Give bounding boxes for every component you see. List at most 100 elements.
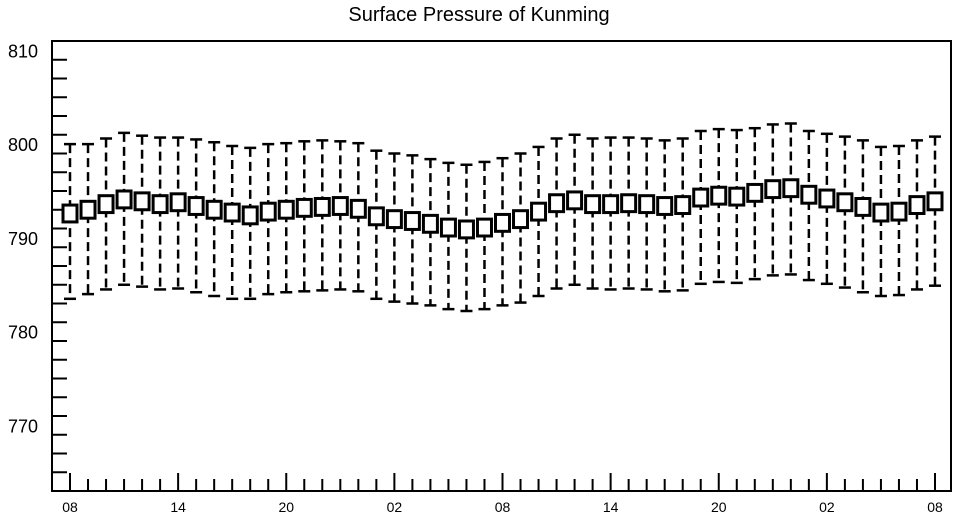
x-tick-label: 08 xyxy=(495,499,511,515)
box-item xyxy=(133,134,151,288)
box xyxy=(421,213,439,234)
box xyxy=(295,197,313,218)
box-item xyxy=(205,141,223,298)
box-item xyxy=(79,142,97,296)
box-item xyxy=(187,138,205,294)
box xyxy=(403,211,421,231)
box-item xyxy=(295,140,313,293)
box xyxy=(457,219,475,240)
box-item xyxy=(620,136,638,290)
box xyxy=(548,193,566,214)
box-item xyxy=(872,145,890,298)
box xyxy=(764,179,782,200)
x-tick-label: 02 xyxy=(819,499,835,515)
box-item xyxy=(692,129,710,286)
box xyxy=(187,196,205,216)
box-item xyxy=(512,152,530,304)
box xyxy=(710,185,728,206)
box-item xyxy=(854,139,872,294)
x-tick-label: 14 xyxy=(603,499,619,515)
box xyxy=(530,201,548,222)
box-item xyxy=(782,122,800,276)
y-tick-label: 810 xyxy=(8,41,38,61)
x-tick-label: 08 xyxy=(927,499,943,515)
box-item xyxy=(638,137,656,291)
box xyxy=(872,202,890,223)
box-item xyxy=(602,136,620,291)
box xyxy=(313,197,331,217)
box xyxy=(133,191,151,212)
box-item xyxy=(313,139,331,292)
x-tick-label: 14 xyxy=(170,499,186,515)
box-item xyxy=(530,145,548,298)
box-item xyxy=(403,154,421,305)
box xyxy=(61,203,79,224)
box-item xyxy=(151,136,169,291)
y-tick-label: 790 xyxy=(8,229,38,249)
box-item xyxy=(439,161,457,311)
box-item xyxy=(457,163,475,313)
box xyxy=(746,182,764,203)
box xyxy=(367,206,385,227)
x-tick-label: 08 xyxy=(62,499,78,515)
box-item xyxy=(259,142,277,296)
box-item xyxy=(475,160,493,311)
box xyxy=(584,194,602,215)
y-axis: 770 780 790 800 810 xyxy=(8,40,67,492)
y-tick-label: 800 xyxy=(8,135,38,155)
box xyxy=(602,194,620,215)
box xyxy=(854,197,872,217)
box xyxy=(151,194,169,215)
box-item xyxy=(349,141,367,293)
box-item xyxy=(836,135,854,289)
box xyxy=(728,186,746,207)
chart-title: Surface Pressure of Kunming xyxy=(348,4,610,26)
box xyxy=(439,217,457,238)
box xyxy=(818,188,836,209)
box xyxy=(800,184,818,205)
box xyxy=(908,195,926,215)
box-item xyxy=(818,132,836,286)
box xyxy=(890,201,908,222)
x-axis: 08 14 20 02 08 14 20 02 08 xyxy=(62,473,943,515)
box-item xyxy=(908,139,926,291)
box-item xyxy=(566,133,584,286)
box xyxy=(782,178,800,199)
box xyxy=(205,199,223,220)
box xyxy=(674,195,692,215)
box xyxy=(836,192,854,213)
box-item xyxy=(277,141,295,294)
box-item xyxy=(548,137,566,290)
box xyxy=(566,190,584,211)
box-item xyxy=(169,136,187,290)
box xyxy=(349,198,367,219)
box-item xyxy=(656,139,674,293)
box-item xyxy=(728,128,746,285)
box-item xyxy=(241,146,259,301)
box xyxy=(512,209,530,230)
box xyxy=(494,212,511,233)
y-tick-label: 770 xyxy=(8,416,38,436)
box xyxy=(259,201,277,222)
box xyxy=(926,191,944,212)
box xyxy=(79,199,97,220)
box-item xyxy=(97,137,115,291)
box-item xyxy=(494,156,511,307)
box xyxy=(692,187,710,208)
box-item xyxy=(115,131,133,286)
box-item xyxy=(926,135,944,287)
box-item xyxy=(367,149,385,301)
box-item xyxy=(890,144,908,297)
box-item xyxy=(584,137,602,290)
box-item xyxy=(674,137,692,292)
box xyxy=(241,205,259,226)
box xyxy=(169,192,187,213)
box xyxy=(331,196,349,216)
box-item xyxy=(61,142,79,301)
x-tick-label: 20 xyxy=(711,499,727,515)
box xyxy=(277,199,295,220)
box-item xyxy=(385,152,403,303)
box xyxy=(115,189,133,210)
